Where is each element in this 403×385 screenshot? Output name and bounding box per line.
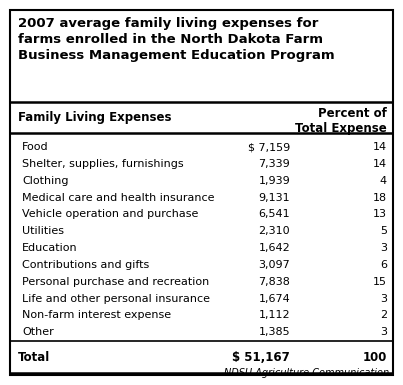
Text: Non-farm interest expense: Non-farm interest expense [22, 310, 171, 320]
Text: Medical care and health insurance: Medical care and health insurance [22, 192, 215, 203]
Text: Food: Food [22, 142, 49, 152]
Text: 13: 13 [373, 209, 387, 219]
Text: Utilities: Utilities [22, 226, 64, 236]
Text: 1,939: 1,939 [258, 176, 290, 186]
Text: 2,310: 2,310 [259, 226, 290, 236]
Text: 1,385: 1,385 [259, 327, 290, 337]
Text: Education: Education [22, 243, 78, 253]
Text: 3: 3 [380, 294, 387, 304]
Text: 7,838: 7,838 [258, 277, 290, 287]
Text: 3: 3 [380, 243, 387, 253]
Text: 6,541: 6,541 [259, 209, 290, 219]
Text: 3: 3 [380, 327, 387, 337]
Text: 3,097: 3,097 [258, 260, 290, 270]
Text: 1,112: 1,112 [259, 310, 290, 320]
Text: 1,674: 1,674 [258, 294, 290, 304]
Text: 2: 2 [380, 310, 387, 320]
Text: Personal purchase and recreation: Personal purchase and recreation [22, 277, 210, 287]
Text: 14: 14 [373, 159, 387, 169]
Text: 100: 100 [363, 351, 387, 364]
Text: 7,339: 7,339 [258, 159, 290, 169]
Text: Clothing: Clothing [22, 176, 69, 186]
Text: 9,131: 9,131 [259, 192, 290, 203]
Text: Other: Other [22, 327, 54, 337]
Text: Contributions and gifts: Contributions and gifts [22, 260, 150, 270]
Text: 18: 18 [373, 192, 387, 203]
Text: 2007 average family living expenses for
farms enrolled in the North Dakota Farm
: 2007 average family living expenses for … [18, 17, 335, 62]
Text: Life and other personal insurance: Life and other personal insurance [22, 294, 210, 304]
Text: 4: 4 [380, 176, 387, 186]
Text: Percent of
Total Expense: Percent of Total Expense [295, 107, 387, 135]
Text: 6: 6 [380, 260, 387, 270]
Text: 1,642: 1,642 [258, 243, 290, 253]
Text: Shelter, supplies, furnishings: Shelter, supplies, furnishings [22, 159, 184, 169]
Text: Family Living Expenses: Family Living Expenses [18, 111, 172, 124]
Text: NDSU Agriculture Communication: NDSU Agriculture Communication [224, 368, 389, 378]
Text: 15: 15 [373, 277, 387, 287]
Text: 5: 5 [380, 226, 387, 236]
Text: Total: Total [18, 351, 50, 364]
Text: $ 51,167: $ 51,167 [233, 351, 290, 364]
Text: 14: 14 [373, 142, 387, 152]
Text: Vehicle operation and purchase: Vehicle operation and purchase [22, 209, 199, 219]
Text: $ 7,159: $ 7,159 [248, 142, 290, 152]
